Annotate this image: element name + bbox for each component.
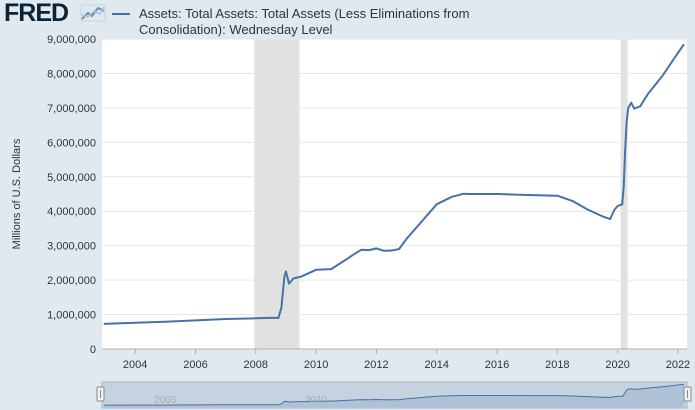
- y-tick-label: 1,000,000: [47, 310, 96, 322]
- y-axis-label: Millions of U.S. Dollars: [11, 138, 23, 249]
- x-tick-label: 2012: [364, 359, 388, 371]
- navigator-year-label: 2010: [305, 395, 328, 406]
- legend-swatch: [112, 13, 130, 15]
- recession-band: [254, 39, 300, 349]
- plot-background: [102, 39, 687, 349]
- y-tick-label: 2,000,000: [47, 275, 96, 287]
- x-tick-label: 2016: [485, 359, 509, 371]
- navigator-year-label: 2005: [154, 395, 177, 406]
- y-tick-label: 7,000,000: [47, 103, 96, 115]
- navigator-series-line: [103, 383, 685, 406]
- x-tick-label: 2006: [183, 359, 207, 371]
- y-tick-label: 8,000,000: [47, 68, 96, 80]
- legend-series-name: Assets: Total Assets: Total Assets (Less…: [139, 6, 470, 37]
- x-tick-label: 2022: [666, 359, 690, 371]
- x-tick-label: 2020: [605, 359, 629, 371]
- y-tick-label: 0: [90, 344, 96, 356]
- x-tick-label: 2008: [244, 359, 268, 371]
- x-tick-label: 2004: [123, 359, 147, 371]
- fred-graph-icon: [80, 4, 106, 22]
- y-tick-label: 9,000,000: [47, 34, 96, 46]
- recession-band: [620, 39, 628, 349]
- fred-logo[interactable]: FRED: [4, 0, 69, 27]
- chart-legend[interactable]: Assets: Total Assets: Total Assets (Less…: [112, 6, 519, 38]
- y-tick-label: 6,000,000: [47, 137, 96, 149]
- y-tick-label: 5,000,000: [47, 172, 96, 184]
- series-line[interactable]: [103, 43, 685, 325]
- range-navigator[interactable]: 2005 2010: [96, 381, 692, 409]
- navigator-series-area: [103, 384, 685, 407]
- y-tick-label: 3,000,000: [47, 241, 96, 253]
- y-tick-label: 4,000,000: [47, 206, 96, 218]
- chart-header: FRED Assets: Total Assets: Total Assets …: [0, 0, 695, 38]
- x-tick-label: 2014: [424, 359, 448, 371]
- x-tick-label: 2018: [545, 359, 569, 371]
- x-tick-label: 2010: [304, 359, 328, 371]
